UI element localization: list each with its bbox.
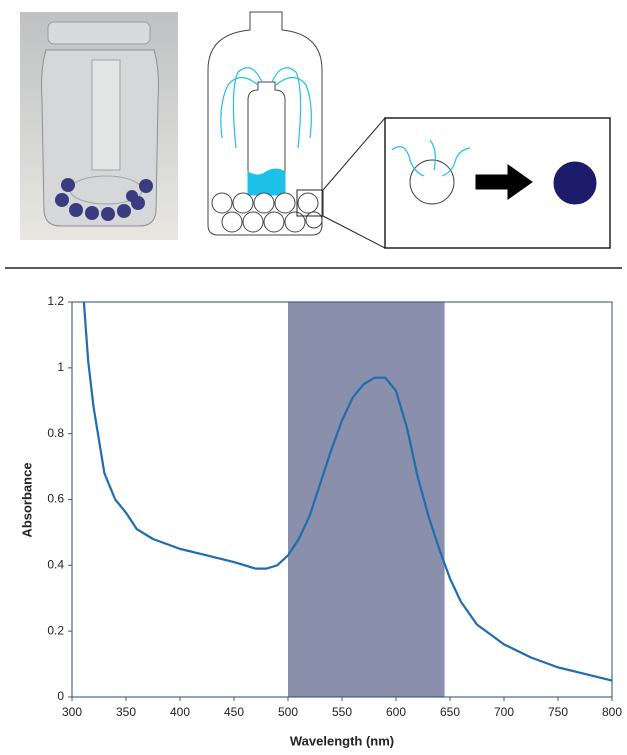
- highlight-band: [288, 302, 445, 697]
- y-tick-label: 0: [57, 689, 64, 703]
- schematic: [207, 11, 611, 249]
- y-axis-label: Absorbance: [19, 462, 34, 537]
- x-tick-label: 700: [494, 705, 514, 719]
- y-tick-label: 0.6: [47, 492, 64, 506]
- x-tick-label: 500: [278, 705, 298, 719]
- x-tick-label: 300: [62, 705, 82, 719]
- x-tick-label: 550: [332, 705, 352, 719]
- absorbance-line: [82, 301, 613, 682]
- x-tick-label: 400: [170, 705, 190, 719]
- x-tick-label: 600: [386, 705, 406, 719]
- y-tick-label: 1.2: [47, 294, 64, 308]
- x-tick-label: 800: [602, 705, 622, 719]
- y-tick-label: 0.2: [47, 623, 64, 637]
- x-tick-label: 650: [440, 705, 460, 719]
- x-axis-label: Wavelength (nm): [290, 733, 394, 748]
- x-tick-label: 450: [224, 705, 244, 719]
- x-tick-label: 350: [116, 705, 136, 719]
- photo: [20, 12, 178, 240]
- x-tick-label: 750: [548, 705, 568, 719]
- y-tick-label: 0.8: [47, 426, 64, 440]
- y-tick-label: 0.4: [47, 558, 64, 572]
- y-tick-label: 1: [57, 360, 64, 374]
